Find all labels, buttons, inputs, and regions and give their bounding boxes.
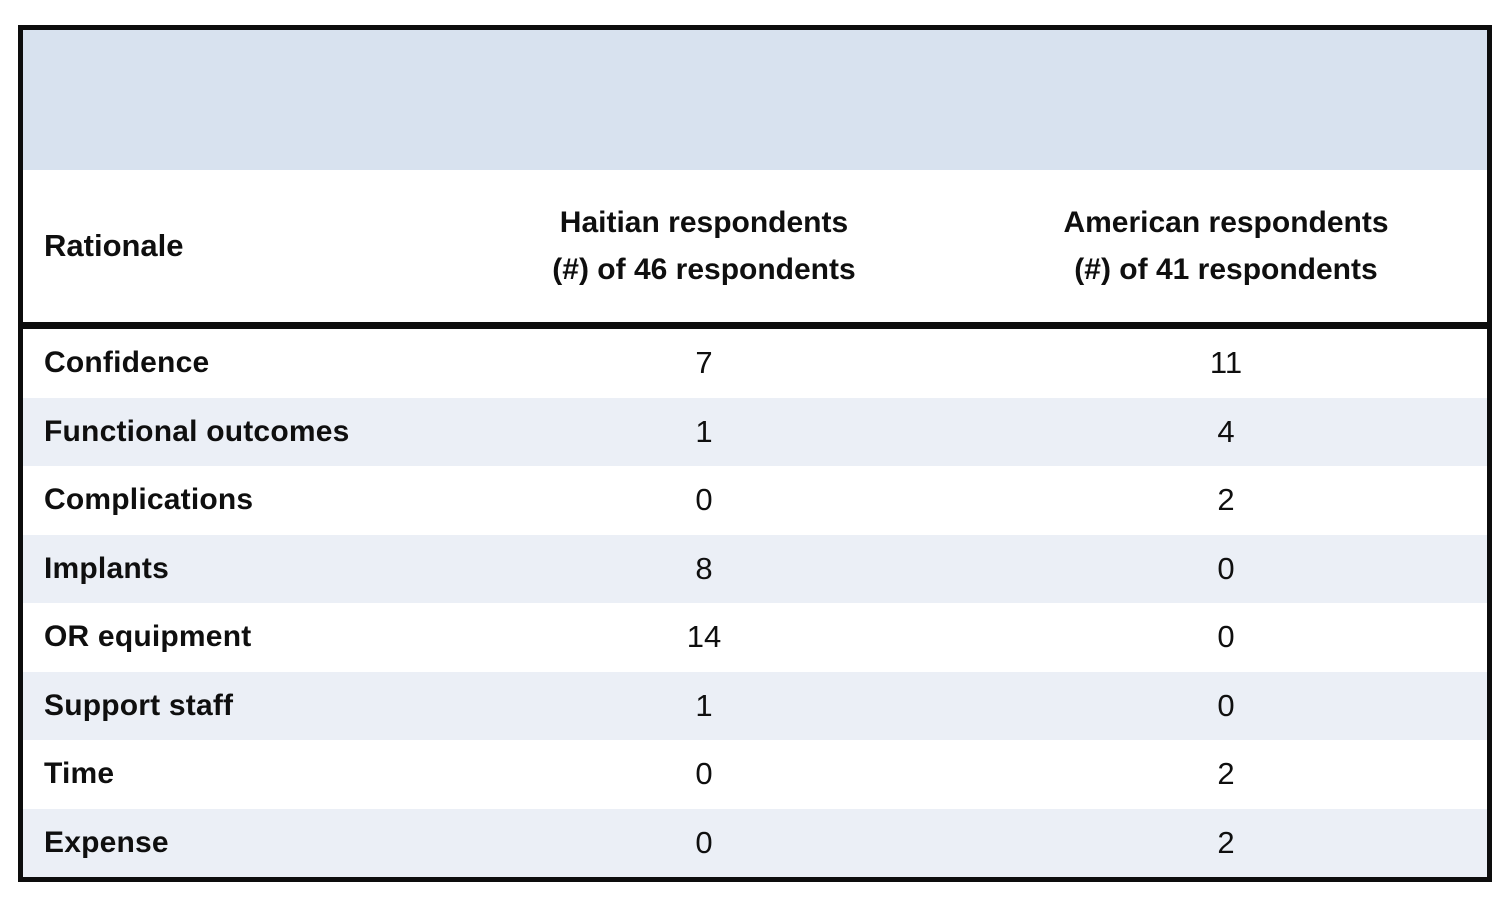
haitian-count: 8 [695, 550, 713, 586]
american-count: 0 [1217, 687, 1235, 723]
column-header-american-line2: (#) of 41 respondents [1074, 253, 1378, 286]
haitian-count: 1 [695, 413, 713, 449]
table-header-row: Rationale Haitian respondents (#) of 46 … [23, 170, 1487, 329]
american-count: 2 [1217, 824, 1235, 860]
row-label: Complications [44, 483, 254, 517]
row-label: OR equipment [44, 620, 252, 654]
column-header-rationale: Rationale [44, 228, 184, 263]
column-header-haitian-line1: Haitian respondents [559, 206, 849, 239]
table-row-or-equipment: OR equipment 14 0 [23, 603, 1487, 672]
column-header-haitian: Haitian respondents (#) of 46 respondent… [443, 199, 965, 293]
table-row-expense: Expense 0 2 [23, 808, 1487, 877]
american-count: 2 [1217, 482, 1235, 518]
haitian-count: 0 [695, 824, 713, 860]
table-row-complications: Complications 0 2 [23, 466, 1487, 535]
column-header-american: American respondents (#) of 41 responden… [965, 199, 1487, 293]
american-count: 0 [1217, 550, 1235, 586]
table-row-confidence: Confidence 7 11 [23, 329, 1487, 398]
american-count: 4 [1217, 413, 1235, 449]
row-label: Support staff [44, 688, 234, 722]
row-label: Implants [44, 551, 169, 585]
table-row-time: Time 0 2 [23, 740, 1487, 809]
row-label: Confidence [44, 346, 210, 380]
row-label: Functional outcomes [44, 414, 350, 448]
haitian-count: 7 [695, 345, 713, 381]
table-row-functional-outcomes: Functional outcomes 1 4 [23, 397, 1487, 466]
table-body: Confidence 7 11 Functional outcomes 1 4 … [23, 329, 1487, 877]
table-caption-band [23, 30, 1487, 170]
american-count: 0 [1217, 619, 1235, 655]
haitian-count: 1 [695, 687, 713, 723]
row-label: Time [44, 757, 115, 791]
table-row-implants: Implants 8 0 [23, 534, 1487, 603]
respondents-rationale-table: Rationale Haitian respondents (#) of 46 … [18, 25, 1492, 882]
haitian-count: 0 [695, 482, 713, 518]
american-count: 11 [1209, 345, 1243, 381]
column-header-haitian-line2: (#) of 46 respondents [552, 253, 856, 286]
american-count: 2 [1217, 756, 1235, 792]
column-header-american-line1: American respondents [1063, 206, 1389, 239]
row-label: Expense [44, 825, 169, 859]
table-row-support-staff: Support staff 1 0 [23, 671, 1487, 740]
haitian-count: 0 [695, 756, 713, 792]
haitian-count: 14 [686, 619, 722, 655]
